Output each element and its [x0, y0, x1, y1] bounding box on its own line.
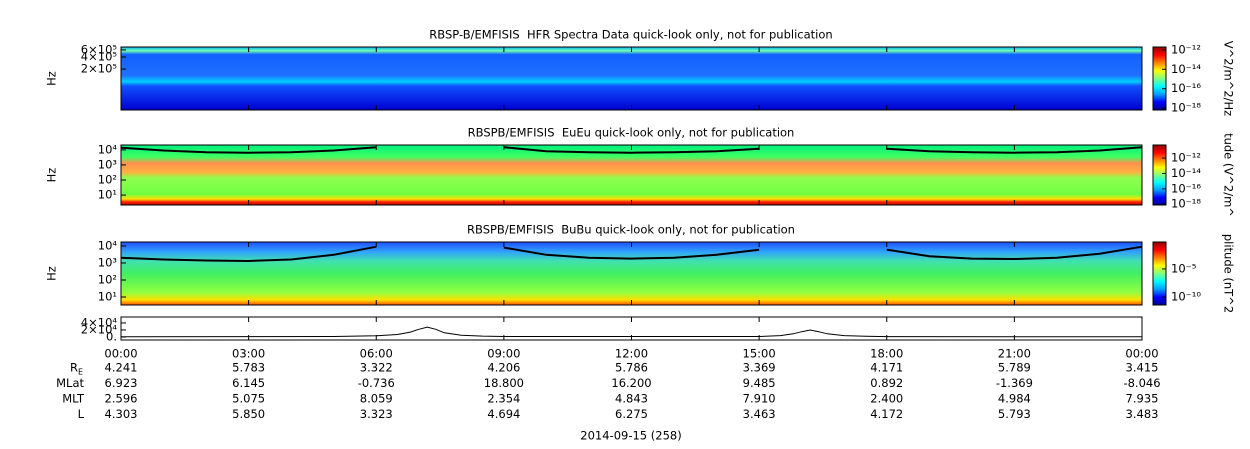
ephemeris-value: 5.789 — [998, 361, 1031, 375]
x-tick-label: 21:00 — [998, 347, 1031, 361]
colorbar-tick-label: 10⁻¹⁰ — [1171, 290, 1201, 304]
ephemeris-value: 6.275 — [615, 407, 648, 421]
y-tick-label: 10¹ — [98, 188, 117, 202]
y-tick-label: 0. — [106, 329, 117, 343]
ephemeris-value: 5.783 — [232, 361, 265, 375]
spectrogram-image — [121, 47, 1142, 110]
x-tick-label: 12:00 — [615, 347, 648, 361]
y-tick-label: 10⁴ — [98, 142, 118, 156]
y-tick-label: 10² — [98, 173, 117, 187]
row-label-subscript: E — [78, 368, 83, 377]
colorbar — [1152, 144, 1167, 206]
spectrogram-image — [121, 145, 1142, 205]
plot-area — [121, 317, 1142, 340]
y-tick-label: 2×10⁴ — [81, 322, 118, 336]
ephemeris-value: -8.046 — [1123, 376, 1160, 390]
spectrogram-image — [121, 242, 1142, 305]
panel-title: RBSPB/EMFISIS EuEu quick-look only, not … — [468, 126, 795, 140]
ephemeris-value: 9.485 — [743, 376, 776, 390]
x-tick-label: 06:00 — [360, 347, 393, 361]
y-tick-label: 10⁴ — [98, 238, 118, 252]
colorbar-tick-label: 10⁻¹⁸ — [1171, 197, 1201, 211]
date-label: 2014-09-15 (258) — [580, 429, 681, 443]
row-label: MLT — [62, 392, 85, 406]
ephemeris-value: 4.241 — [105, 361, 138, 375]
colorbar — [1152, 241, 1167, 306]
colorbar — [1152, 46, 1167, 111]
ephemeris-value: 4.694 — [487, 407, 520, 421]
ephemeris-value: 3.322 — [360, 361, 393, 375]
panel-title: RBSPB/EMFISIS BuBu quick-look only, not … — [467, 223, 795, 237]
y-tick-label: 10³ — [98, 157, 118, 171]
colorbar-tick-label: 10⁻¹² — [1171, 42, 1201, 56]
ephemeris-value: -1.369 — [996, 376, 1033, 390]
colorbar-label: plitude (nT^2 — [1222, 234, 1236, 313]
ephemeris-value: 18.800 — [484, 376, 524, 390]
ephemeris-value: 4.303 — [105, 407, 138, 421]
row-label: MLat — [56, 376, 84, 390]
ephemeris-value: 7.935 — [1126, 392, 1159, 406]
ephemeris-value: 7.910 — [743, 392, 776, 406]
row-label: L — [78, 407, 85, 421]
colorbar-tick-label: 10⁻¹⁴ — [1171, 62, 1201, 76]
ephemeris-value: 16.200 — [611, 376, 651, 390]
colorbar-tick-label: 10⁻⁵ — [1171, 261, 1197, 275]
y-tick-label: 10¹ — [98, 290, 117, 304]
y-axis-label: Hz — [45, 71, 59, 86]
ephemeris-value: 5.793 — [998, 407, 1031, 421]
ephemeris-value: 4.206 — [487, 361, 520, 375]
y-axis-label: Hz — [45, 168, 59, 183]
ephemeris-value: 5.786 — [615, 361, 648, 375]
colorbar-tick-label: 10⁻¹² — [1171, 151, 1201, 165]
y-tick-label: 10³ — [98, 255, 118, 269]
data-line — [120, 326, 1143, 338]
ephemeris-value: 3.463 — [743, 407, 776, 421]
ephemeris-value: 3.415 — [1126, 361, 1159, 375]
y-tick-label: 6×10⁵ — [81, 42, 118, 56]
ephemeris-value: 5.850 — [232, 407, 265, 421]
ephemeris-value: 4.843 — [615, 392, 648, 406]
y-tick-label: 10² — [98, 272, 117, 286]
x-tick-label: 00:00 — [104, 347, 137, 361]
colorbar-label: V^2/m^2/Hz — [1222, 41, 1236, 116]
colorbar-tick-label: 10⁻¹⁶ — [1171, 181, 1201, 195]
ephemeris-value: 4.171 — [870, 361, 903, 375]
colorbar-tick-label: 10⁻¹⁶ — [1171, 81, 1201, 95]
ephemeris-value: 4.984 — [998, 392, 1031, 406]
y-tick-label: 4×10⁵ — [81, 49, 118, 63]
y-tick-label: 2×10⁵ — [81, 62, 118, 76]
ephemeris-value: 2.596 — [105, 392, 138, 406]
ephemeris-value: 0.892 — [870, 376, 903, 390]
panel-title: RBSP-B/EMFISIS HFR Spectra Data quick-lo… — [429, 28, 832, 42]
ephemeris-value: 4.172 — [870, 407, 903, 421]
ephemeris-value: 6.145 — [232, 376, 265, 390]
x-tick-label: 03:00 — [232, 347, 265, 361]
ephemeris-value: 3.323 — [360, 407, 393, 421]
ephemeris-value: 5.075 — [232, 392, 265, 406]
x-tick-label: 09:00 — [487, 347, 520, 361]
ephemeris-value: 2.354 — [487, 392, 520, 406]
row-label: R — [70, 361, 78, 375]
ephemeris-value: 2.400 — [870, 392, 903, 406]
frequency-curve — [120, 245, 1143, 263]
frequency-curve — [120, 146, 1143, 154]
colorbar-tick-label: 10⁻¹⁴ — [1171, 166, 1201, 180]
x-tick-label: 00:00 — [1125, 347, 1158, 361]
y-tick-label: 4×10⁴ — [81, 315, 118, 329]
colorbar-tick-label: 10⁻¹⁸ — [1171, 101, 1201, 115]
ephemeris-value: 8.059 — [360, 392, 393, 406]
ephemeris-value: 3.369 — [743, 361, 776, 375]
ephemeris-value: 6.923 — [105, 376, 138, 390]
x-tick-label: 15:00 — [743, 347, 776, 361]
y-axis-label: Hz — [45, 266, 59, 281]
ephemeris-value: -0.736 — [358, 376, 395, 390]
x-tick-label: 18:00 — [870, 347, 903, 361]
colorbar-label: tude (V^2/m^ — [1222, 133, 1236, 217]
ephemeris-value: 3.483 — [1126, 407, 1159, 421]
